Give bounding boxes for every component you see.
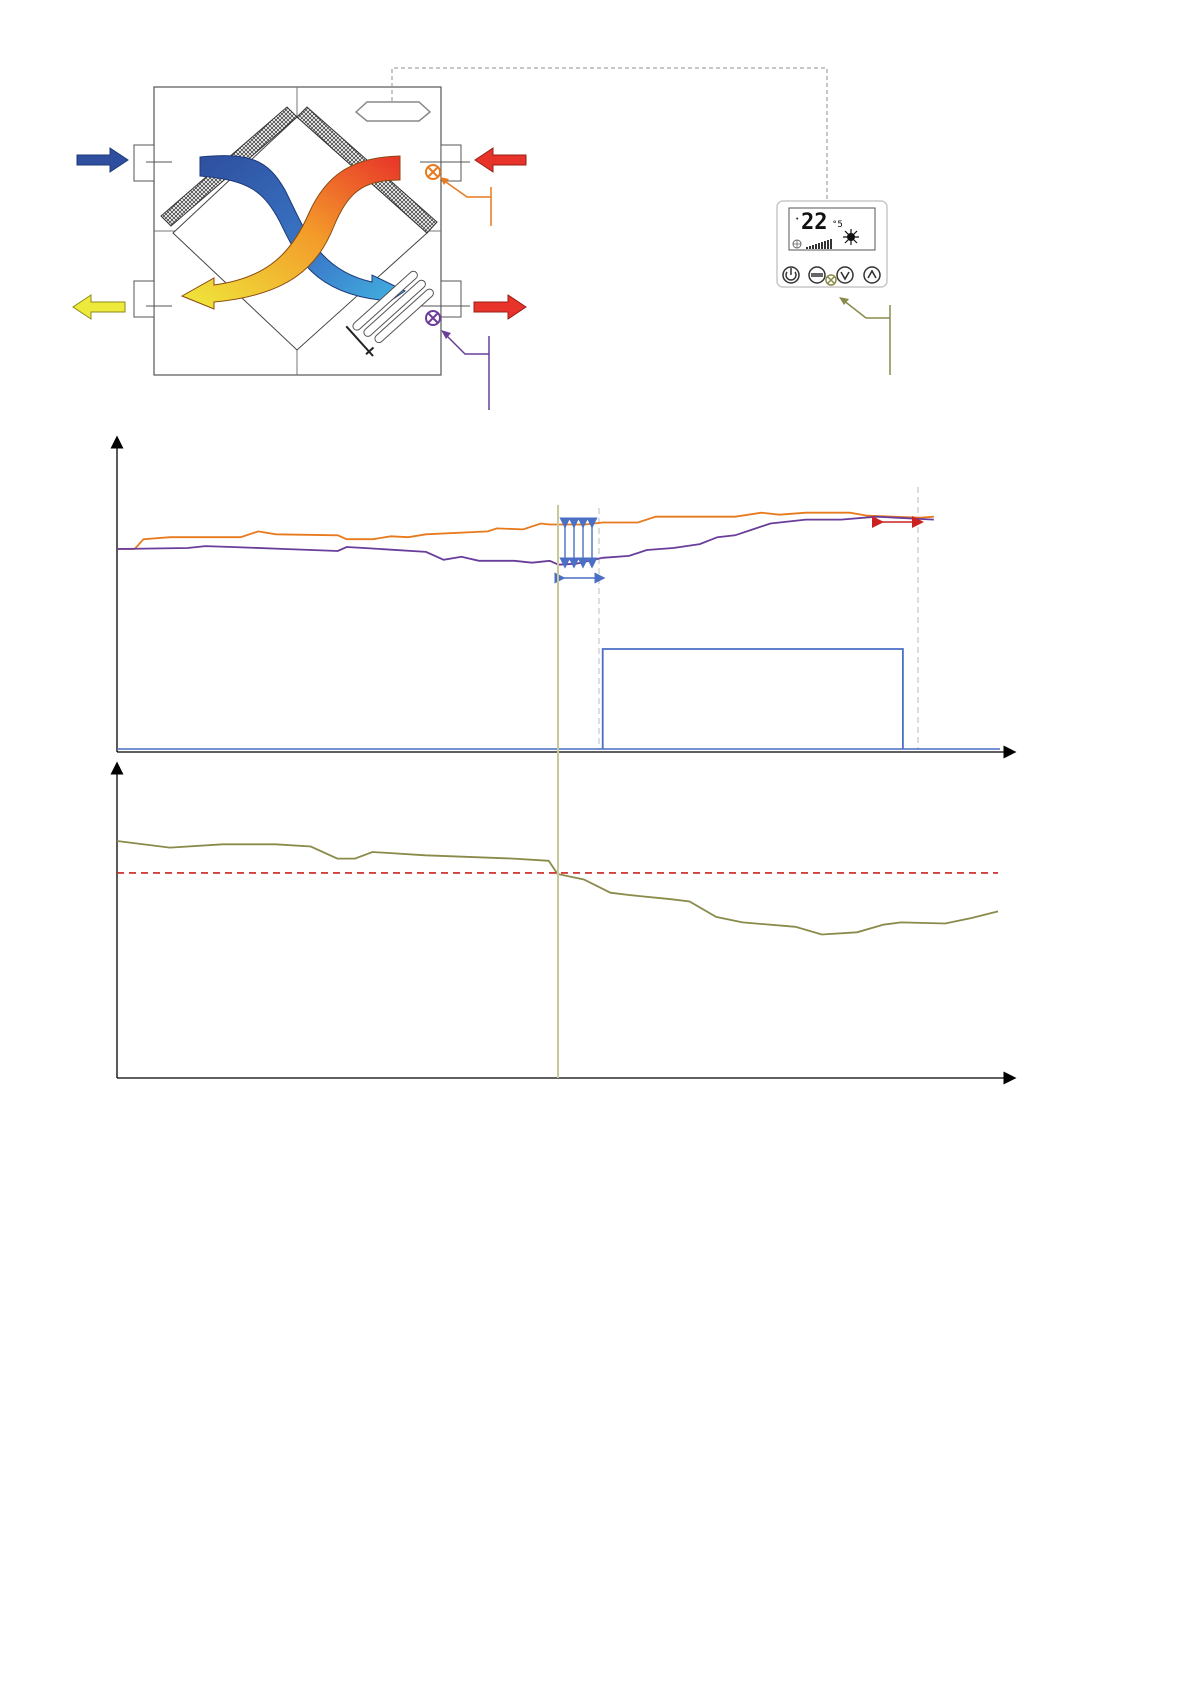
duct-extract-in bbox=[440, 144, 462, 182]
sensor-lead-orange bbox=[442, 179, 492, 226]
duct-fresh-in bbox=[133, 144, 155, 182]
bypass-damper bbox=[354, 101, 432, 122]
room-controller: • 22 °5 bbox=[776, 200, 891, 375]
chart-room-temperature bbox=[110, 761, 1017, 1085]
series-room-temperature bbox=[116, 840, 999, 936]
series-heater-signal bbox=[601, 648, 904, 749]
supply-air-sensor bbox=[425, 164, 492, 226]
lcd-sub: °5 bbox=[832, 220, 843, 230]
mode-icon[interactable] bbox=[808, 266, 826, 284]
down-icon[interactable] bbox=[836, 266, 854, 284]
heater-icon bbox=[345, 270, 434, 357]
duct-exhaust-out bbox=[133, 280, 155, 318]
delta-arrows-blue bbox=[554, 517, 606, 584]
fan-icon bbox=[792, 239, 802, 249]
arrow-right-icon bbox=[473, 294, 527, 320]
warm-air-flow bbox=[180, 155, 401, 310]
chart-temperatures bbox=[110, 435, 1017, 759]
sun-icon bbox=[843, 229, 859, 245]
sensor-lead-purple bbox=[444, 333, 490, 410]
sensor-cross bbox=[427, 166, 439, 178]
duct-supply-out bbox=[440, 280, 462, 318]
series-supply-air bbox=[117, 511, 934, 550]
control-wire bbox=[391, 67, 828, 202]
sensor-lead-head-olive bbox=[839, 297, 849, 305]
arrow-left-icon bbox=[474, 147, 527, 173]
fan-level-bars bbox=[806, 239, 832, 249]
series-heater-sensor bbox=[116, 515, 934, 566]
sensor-cross bbox=[427, 312, 439, 324]
lcd-value: 22 bbox=[801, 210, 828, 235]
room-sensor-icon bbox=[825, 274, 837, 286]
arrow-right-icon bbox=[76, 147, 129, 173]
sensor-lead-head-purple bbox=[441, 330, 451, 339]
heater-sensor bbox=[425, 310, 490, 410]
power-icon[interactable] bbox=[782, 266, 800, 284]
up-icon[interactable] bbox=[863, 266, 881, 284]
sensor-lead-head-orange bbox=[440, 177, 449, 185]
arrow-left-icon bbox=[72, 294, 126, 320]
lcd-dot: • bbox=[796, 216, 799, 223]
sensor-lead-olive bbox=[842, 299, 891, 375]
